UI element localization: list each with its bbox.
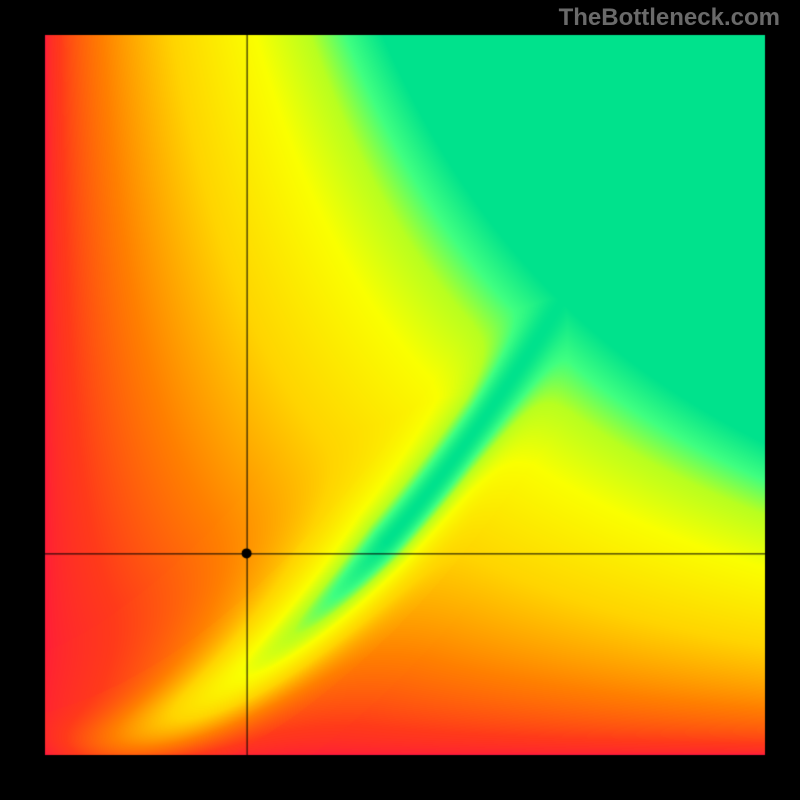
chart-container: TheBottleneck.com bbox=[0, 0, 800, 800]
heatmap-canvas bbox=[0, 0, 800, 800]
watermark-text: TheBottleneck.com bbox=[559, 4, 780, 32]
